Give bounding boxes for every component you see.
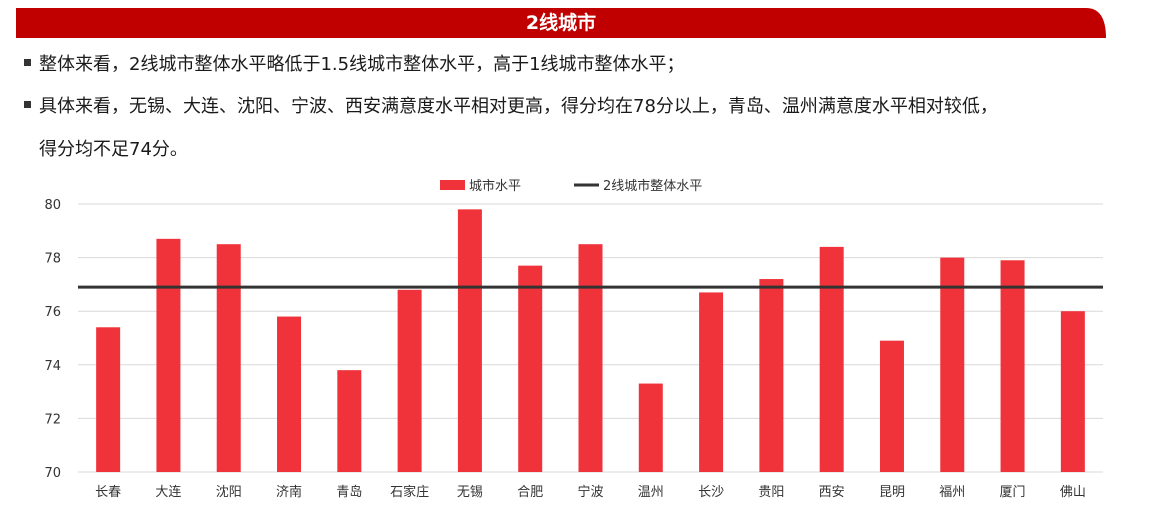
summary-bullet-2-continued: 得分均不足74分。: [39, 137, 188, 163]
y-tick-label: 76: [44, 305, 61, 320]
x-tick-label: 长春: [95, 485, 121, 500]
x-tick-label: 温州: [638, 485, 664, 500]
x-tick-label: 福州: [939, 485, 965, 500]
bar-长春: [96, 327, 121, 472]
bar-沈阳: [216, 244, 241, 472]
bar-福州: [940, 257, 965, 472]
bar-石家庄: [397, 289, 422, 472]
bullet-text-2: 具体来看，无锡、大连、沈阳、宁波、西安满意度水平相对更高，得分均在78分以上，青…: [39, 96, 998, 117]
x-tick-label: 昆明: [879, 485, 905, 500]
x-tick-label: 济南: [276, 484, 302, 500]
banner-title: 2线城市: [525, 12, 597, 34]
bar-青岛: [337, 370, 362, 472]
banner-shape: [16, 8, 1106, 38]
bar-厦门: [1000, 260, 1025, 472]
x-tick-label: 贵阳: [758, 485, 784, 500]
section-banner: 2线城市: [16, 8, 1106, 38]
bar-宁波: [578, 244, 603, 472]
x-tick-label: 宁波: [577, 484, 603, 500]
bar-昆明: [879, 340, 904, 472]
bar-大连: [156, 238, 181, 472]
bar-济南: [277, 316, 302, 472]
bar-贵阳: [759, 279, 784, 472]
city-score-chart: 70 72 74 76 78 80 长春 大连 沈阳 济南 青岛 石家庄 无锡 合肥 宁波 温州 长沙 贵阳 西安 昆…: [44, 178, 1103, 500]
legend-line-label: 2线城市整体水平: [603, 178, 702, 194]
x-tick-label: 西安: [819, 485, 845, 500]
x-tick-label: 佛山: [1060, 485, 1086, 500]
bullet-text-1: 整体来看，2线城市整体水平略低于1.5线城市整体水平，高于1线城市整体水平；: [39, 54, 685, 75]
x-tick-label: 青岛: [336, 484, 362, 500]
y-tick-label: 72: [44, 412, 61, 427]
x-tick-label: 厦门: [1000, 485, 1026, 500]
summary-bullet-1: 整体来看，2线城市整体水平略低于1.5线城市整体水平，高于1线城市整体水平；: [24, 52, 685, 78]
bar-无锡: [457, 209, 482, 473]
bar-长沙: [699, 292, 724, 472]
bullet-square-icon: [24, 100, 31, 108]
x-tick-label: 沈阳: [216, 485, 242, 500]
x-tick-label: 石家庄: [390, 484, 429, 500]
bar-西安: [819, 246, 844, 472]
y-tick-label: 74: [44, 359, 61, 374]
x-tick-label: 大连: [155, 484, 181, 500]
y-tick-label: 70: [44, 466, 61, 481]
bar-合肥: [518, 265, 543, 472]
summary-bullet-2: 具体来看，无锡、大连、沈阳、宁波、西安满意度水平相对更高，得分均在78分以上，青…: [24, 94, 998, 120]
y-tick-label: 80: [44, 198, 61, 213]
x-tick-label: 合肥: [517, 485, 543, 500]
x-tick-label: 无锡: [457, 485, 483, 500]
legend-bar-swatch: [440, 180, 465, 190]
bar-温州: [638, 383, 663, 472]
y-tick-label: 78: [44, 252, 61, 267]
bar-佛山: [1060, 311, 1085, 472]
bullet-square-icon: [24, 58, 31, 66]
bullet-text-3: 得分均不足74分。: [39, 139, 188, 160]
x-tick-label: 长沙: [698, 485, 724, 500]
legend-bar-label: 城市水平: [469, 178, 521, 194]
